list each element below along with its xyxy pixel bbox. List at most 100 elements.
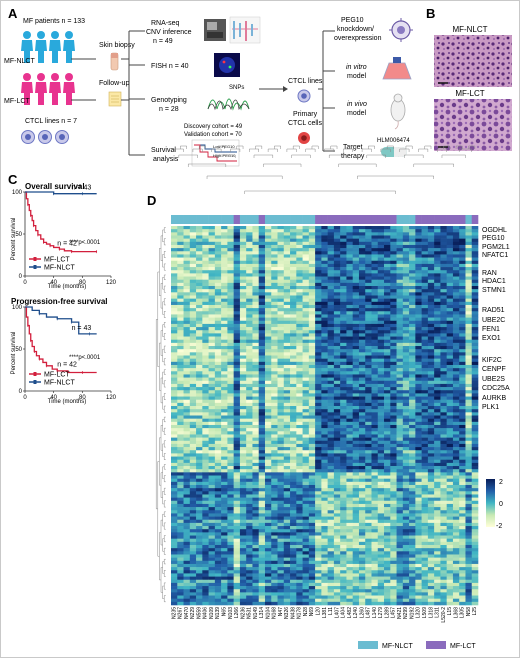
heatmap-cell: [428, 327, 435, 330]
heatmap-cell: [340, 409, 347, 412]
heatmap-cell: [321, 330, 328, 333]
heatmap-cell: [234, 472, 241, 475]
heatmap-cell: [303, 258, 310, 261]
heatmap-cell: [403, 232, 410, 235]
heatmap-cell: [334, 434, 341, 437]
heatmap-cell: [309, 365, 316, 368]
heatmap-cell: [190, 267, 197, 270]
heatmap-cell: [284, 374, 291, 377]
heatmap-cell: [221, 235, 228, 238]
heatmap-cell: [346, 273, 353, 276]
heatmap-cell: [346, 371, 353, 374]
heatmap-cell: [472, 295, 479, 298]
heatmap-cell: [209, 254, 216, 257]
heatmap-cell: [403, 450, 410, 453]
heatmap-cell: [390, 346, 397, 349]
heatmap-cell: [353, 242, 360, 245]
heatmap-cell: [271, 419, 278, 422]
heatmap-cell: [259, 393, 266, 396]
heatmap-cell: [278, 337, 285, 340]
heatmap-cell: [428, 330, 435, 333]
heatmap-cell: [422, 270, 429, 273]
heatmap-cell: [459, 466, 466, 469]
heatmap-cell: [384, 232, 391, 235]
heatmap-cell: [221, 254, 228, 257]
heatmap-cell: [202, 365, 209, 368]
heatmap-cell: [378, 235, 385, 238]
anno-cell: [278, 215, 285, 224]
heatmap-cell: [246, 333, 253, 336]
heatmap-cell: [215, 488, 222, 491]
heatmap-cell: [184, 318, 191, 321]
heatmap-cell: [453, 235, 460, 238]
heatmap-cell: [472, 242, 479, 245]
heatmap-cell: [321, 295, 328, 298]
heatmap-cell: [215, 235, 222, 238]
heatmap-cell: [465, 248, 472, 251]
heatmap-cell: [171, 476, 178, 479]
heatmap-cell: [252, 444, 259, 447]
heatmap-cell: [259, 491, 266, 494]
heatmap-cell: [415, 327, 422, 330]
heatmap-cell: [434, 419, 441, 422]
heatmap-cell: [415, 270, 422, 273]
heatmap-cell: [403, 239, 410, 242]
heatmap-cell: [240, 299, 247, 302]
heatmap-cell: [422, 264, 429, 267]
heatmap-cell: [465, 384, 472, 387]
heatmap-cell: [328, 299, 335, 302]
heatmap-cell: [328, 406, 335, 409]
heatmap-cell: [290, 466, 297, 469]
heatmap-cell: [340, 387, 347, 390]
heatmap-cell: [365, 299, 372, 302]
heatmap-cell: [334, 305, 341, 308]
heatmap-cell: [190, 346, 197, 349]
heatmap-cell: [259, 384, 266, 387]
heatmap-cell: [240, 308, 247, 311]
heatmap-cell: [196, 479, 203, 482]
heatmap-cell: [321, 349, 328, 352]
heatmap-cell: [378, 406, 385, 409]
heatmap-cell: [440, 229, 447, 232]
heatmap-cell: [453, 485, 460, 488]
heatmap-cell: [171, 286, 178, 289]
heatmap-cell: [321, 258, 328, 261]
heatmap-cell: [378, 482, 385, 485]
heatmap-cell: [303, 494, 310, 497]
heatmap-cell: [371, 387, 378, 390]
heatmap-cell: [296, 485, 303, 488]
heatmap-cell: [202, 378, 209, 381]
heatmap-cell: [196, 248, 203, 251]
heatmap-cell: [315, 308, 322, 311]
heatmap-cell: [252, 419, 259, 422]
heatmap-cell: [321, 438, 328, 441]
heatmap-cell: [409, 428, 416, 431]
heatmap-cell: [472, 469, 479, 472]
heatmap-cell: [403, 504, 410, 507]
km-x-tick-label: 80: [79, 280, 86, 286]
heatmap-cell: [221, 270, 228, 273]
heatmap-cell: [271, 346, 278, 349]
heatmap-cell: [296, 302, 303, 305]
heatmap-cell: [184, 406, 191, 409]
heatmap-cell: [409, 393, 416, 396]
heatmap-cell: [259, 460, 266, 463]
heatmap-cell: [465, 318, 472, 321]
heatmap-cell: [171, 504, 178, 507]
heatmap-cell: [252, 340, 259, 343]
heatmap-cell: [290, 324, 297, 327]
heatmap-cell: [409, 434, 416, 437]
heatmap-cell: [365, 248, 372, 251]
heatmap-cell: [265, 384, 272, 387]
heatmap-cell: [353, 324, 360, 327]
heatmap-cell: [184, 258, 191, 261]
anno-cell: [196, 215, 203, 224]
heatmap-cell: [415, 226, 422, 229]
heatmap-cell: [252, 286, 259, 289]
heatmap-cell: [290, 270, 297, 273]
heatmap-cell: [252, 463, 259, 466]
heatmap-cell: [447, 523, 454, 526]
heatmap-cell: [315, 346, 322, 349]
heatmap-cell: [221, 507, 228, 510]
heatmap-cell: [346, 292, 353, 295]
